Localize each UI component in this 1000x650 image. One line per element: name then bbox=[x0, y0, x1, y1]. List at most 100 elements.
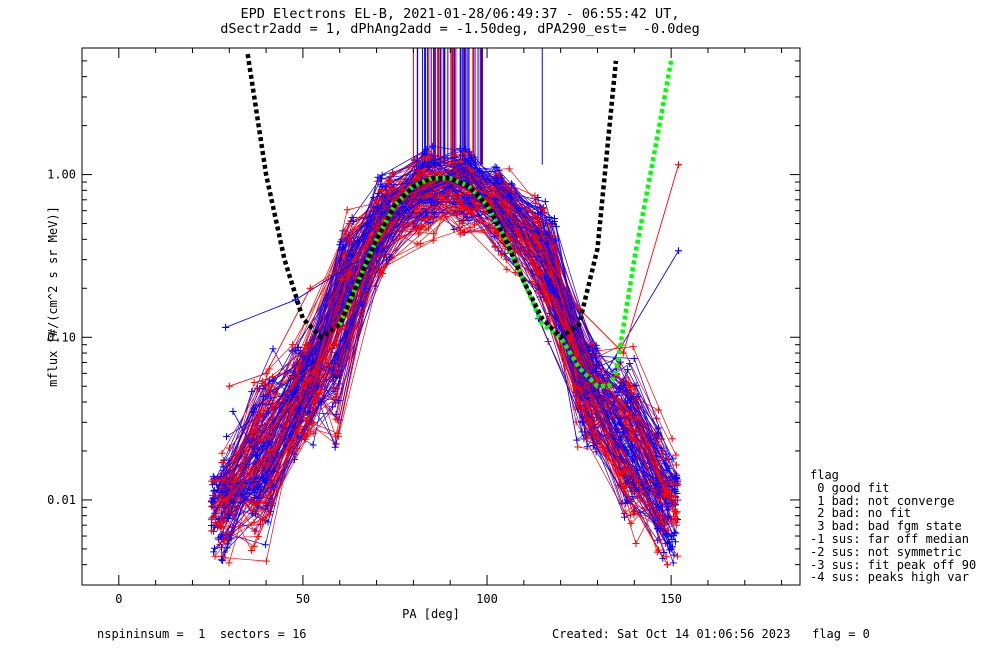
spectrum-point bbox=[334, 429, 342, 437]
spectrum-point bbox=[250, 506, 258, 514]
spectrum-point bbox=[624, 379, 632, 387]
spectrum-point bbox=[497, 251, 505, 259]
spectrum-point bbox=[470, 221, 478, 229]
spectrum-point bbox=[669, 559, 677, 567]
spectrum-point bbox=[630, 355, 638, 363]
spectrum-point bbox=[494, 179, 502, 187]
series-point bbox=[575, 305, 583, 313]
series-point bbox=[490, 196, 498, 204]
spectrum-point bbox=[220, 537, 228, 545]
spectrum-point bbox=[622, 397, 630, 405]
spectrum-line bbox=[213, 196, 674, 505]
plot-frame bbox=[81, 47, 801, 586]
spectrum-point bbox=[655, 546, 663, 554]
series-point bbox=[487, 191, 495, 199]
spectrum-line bbox=[229, 154, 669, 545]
spectrum-point bbox=[250, 379, 258, 387]
spectrum-point bbox=[632, 415, 640, 423]
spectrum-point bbox=[674, 478, 682, 486]
spectrum-point bbox=[624, 408, 632, 416]
spectrum-point bbox=[211, 509, 219, 517]
spectrum-point bbox=[411, 156, 419, 164]
spectrum-line bbox=[225, 197, 664, 513]
spectrum-point bbox=[424, 224, 432, 232]
spectrum-point bbox=[460, 203, 468, 211]
spectrum-point bbox=[302, 341, 310, 349]
footer-created: Created: Sat Oct 14 01:06:56 2023 flag =… bbox=[552, 627, 870, 641]
spectrum-point bbox=[291, 346, 299, 354]
series-point bbox=[222, 323, 230, 331]
spectrum-point bbox=[332, 395, 340, 403]
spectrum-line bbox=[211, 196, 677, 514]
spectrum-point bbox=[348, 214, 356, 222]
spectrum-point bbox=[621, 513, 629, 521]
spectrum-line bbox=[213, 175, 678, 532]
series-point bbox=[266, 447, 274, 455]
spectrum-point bbox=[248, 388, 256, 396]
series-point bbox=[527, 256, 535, 264]
spectrum-point bbox=[262, 557, 270, 565]
spectrum-point bbox=[588, 340, 596, 348]
spectrum-point bbox=[261, 379, 269, 387]
spectrum-point bbox=[345, 220, 353, 228]
spectrum-point bbox=[265, 438, 273, 446]
spectrum-point bbox=[459, 229, 467, 237]
legend-item: -2 sus: not symmetric bbox=[810, 544, 962, 559]
spectrum-line bbox=[217, 176, 673, 539]
legend-item: 2 bad: no fit bbox=[810, 506, 912, 521]
spectrum-point bbox=[249, 464, 257, 472]
spectrum-point bbox=[674, 552, 682, 560]
spectrum-point bbox=[384, 198, 392, 206]
series-point bbox=[616, 447, 624, 455]
spectrum-point bbox=[331, 443, 339, 451]
spectrum-point bbox=[255, 428, 263, 436]
y-tick-label: 0.10 bbox=[47, 330, 76, 344]
spectrum-point bbox=[668, 435, 676, 443]
spectrum-point bbox=[536, 268, 544, 276]
spectrum-point bbox=[670, 551, 678, 559]
spectrum-line bbox=[212, 145, 659, 502]
legend-item: -3 sus: fit peak off 90 bbox=[810, 557, 977, 572]
spectrum-point bbox=[573, 436, 581, 444]
spectrum-point bbox=[620, 401, 628, 409]
spectrum-point bbox=[216, 498, 224, 506]
spectrum-point bbox=[671, 538, 679, 546]
spectrum-point bbox=[660, 549, 668, 557]
spectrum-point bbox=[345, 270, 353, 278]
spectrum-line bbox=[221, 170, 665, 521]
series-point bbox=[358, 300, 366, 308]
spectrum-point bbox=[462, 162, 470, 170]
spectrum-point bbox=[259, 392, 267, 400]
spectrum-point bbox=[418, 215, 426, 223]
series-point bbox=[667, 532, 675, 540]
spectrum-point bbox=[550, 218, 558, 226]
spectrum-point bbox=[493, 174, 501, 182]
spectrum-point bbox=[591, 352, 599, 360]
fit-curve-black bbox=[245, 53, 619, 341]
spectrum-point bbox=[374, 203, 382, 211]
series-point bbox=[531, 278, 539, 286]
spectrum-line bbox=[219, 166, 675, 556]
spectrum-point bbox=[212, 513, 220, 521]
legend-item: 1 bad: not converge bbox=[810, 493, 955, 508]
spectrum-point bbox=[542, 240, 550, 248]
series-point bbox=[317, 398, 325, 406]
legend-item: 0 good fit bbox=[810, 480, 890, 495]
spectrum-point bbox=[672, 461, 680, 469]
spectrum-line bbox=[215, 184, 675, 518]
spectrum-point bbox=[672, 474, 680, 482]
spectrum-point bbox=[623, 479, 631, 487]
spectrum-point bbox=[616, 414, 624, 422]
spectrum-point bbox=[210, 548, 218, 556]
spectrum-point bbox=[501, 181, 509, 189]
legend-item: -1 sus: far off median bbox=[810, 531, 969, 546]
spectrum-line bbox=[214, 167, 665, 491]
spectrum-point bbox=[424, 158, 432, 166]
spectrum-point bbox=[509, 205, 517, 213]
spectrum-point bbox=[505, 165, 513, 173]
series-point bbox=[623, 447, 631, 455]
spectrum-point bbox=[309, 441, 317, 449]
series-point bbox=[575, 398, 583, 406]
series-point bbox=[225, 512, 233, 520]
series-point bbox=[531, 235, 539, 243]
